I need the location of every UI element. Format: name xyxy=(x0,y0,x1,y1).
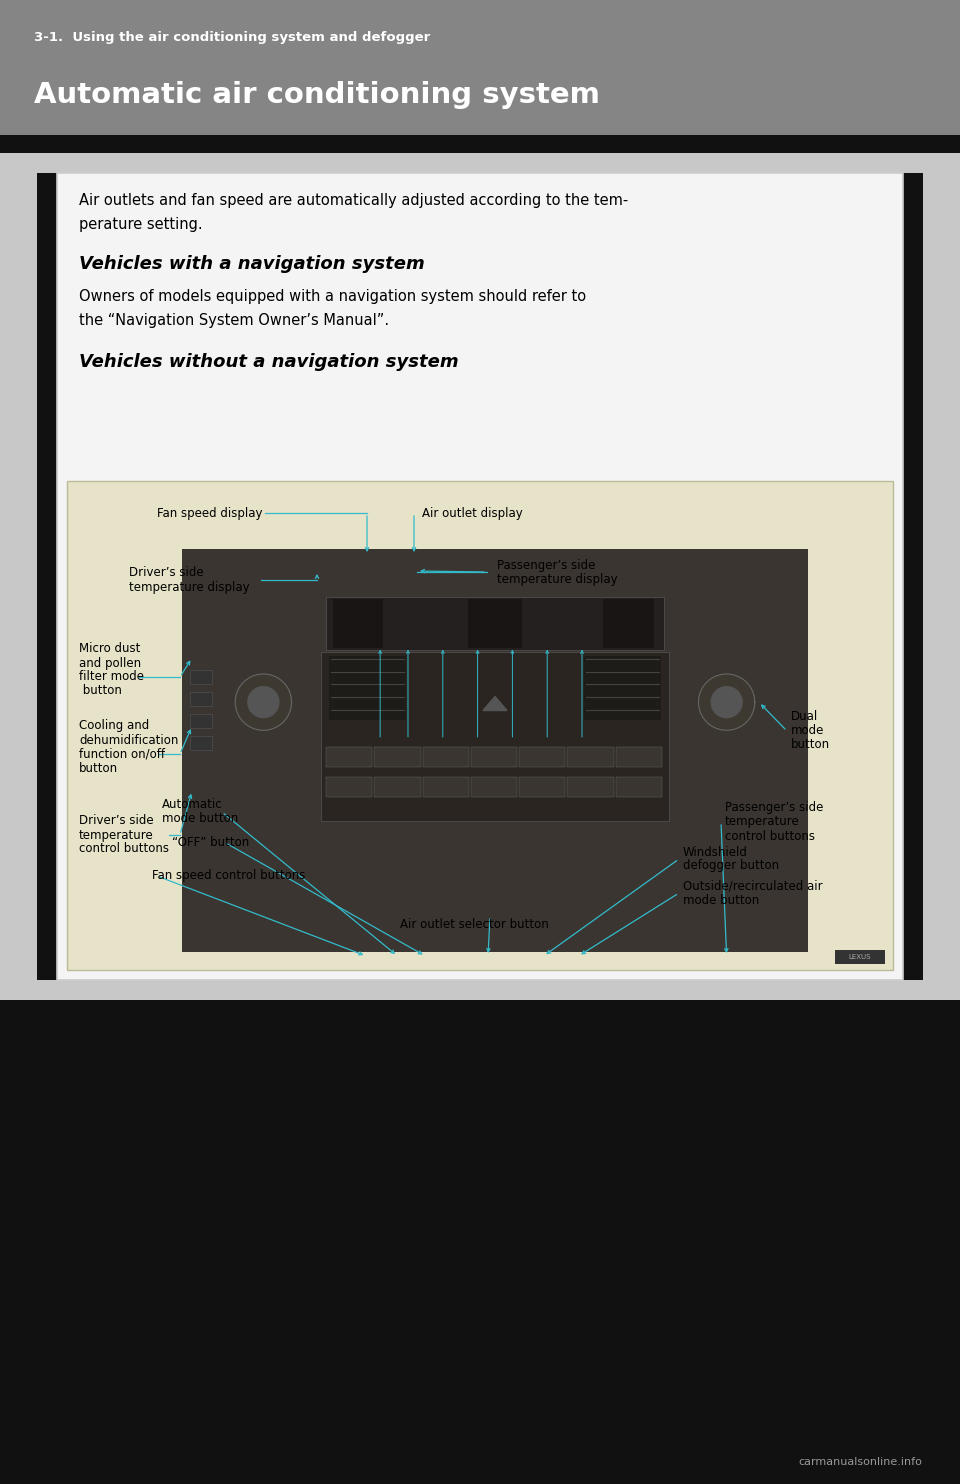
Bar xyxy=(333,600,383,647)
Text: Fan speed control buttons: Fan speed control buttons xyxy=(152,870,305,883)
Bar xyxy=(0,0,960,135)
Text: Owners of models equipped with a navigation system should refer to: Owners of models equipped with a navigat… xyxy=(79,289,587,304)
Bar xyxy=(190,714,212,727)
Bar xyxy=(182,549,808,953)
Text: mode button: mode button xyxy=(683,893,759,907)
Text: Passenger’s side: Passenger’s side xyxy=(725,801,824,815)
Bar xyxy=(835,950,885,965)
Text: button: button xyxy=(79,761,118,775)
Text: control buttons: control buttons xyxy=(79,843,169,855)
Text: the “Navigation System Owner’s Manual”.: the “Navigation System Owner’s Manual”. xyxy=(79,313,389,328)
Bar xyxy=(519,746,565,767)
Bar xyxy=(326,746,372,767)
Text: defogger button: defogger button xyxy=(683,859,780,873)
Polygon shape xyxy=(483,696,507,711)
Bar xyxy=(0,153,37,1000)
Text: temperature display: temperature display xyxy=(497,573,617,586)
Text: temperature: temperature xyxy=(79,828,154,841)
Bar xyxy=(923,153,960,1000)
Bar xyxy=(37,153,923,174)
Text: Air outlets and fan speed are automatically adjusted according to the tem-: Air outlets and fan speed are automatica… xyxy=(79,193,628,208)
Bar xyxy=(326,598,664,650)
Text: 3-1.  Using the air conditioning system and defogger: 3-1. Using the air conditioning system a… xyxy=(34,31,430,45)
Polygon shape xyxy=(235,674,292,730)
Bar xyxy=(326,778,372,797)
Text: perature setting.: perature setting. xyxy=(79,217,203,232)
Bar xyxy=(374,746,420,767)
Text: mode: mode xyxy=(791,724,825,738)
Polygon shape xyxy=(699,674,755,730)
Text: carmanualsonline.info: carmanualsonline.info xyxy=(798,1457,922,1468)
Text: Vehicles without a navigation system: Vehicles without a navigation system xyxy=(79,353,459,371)
Bar xyxy=(470,778,517,797)
Bar xyxy=(567,746,613,767)
Bar xyxy=(470,746,517,767)
Bar xyxy=(374,778,420,797)
Text: Windshield: Windshield xyxy=(683,846,748,859)
Text: Driver’s side: Driver’s side xyxy=(79,815,154,828)
Text: “OFF” button: “OFF” button xyxy=(172,835,250,849)
Polygon shape xyxy=(711,687,742,718)
Text: Fan speed display: Fan speed display xyxy=(157,506,262,519)
Polygon shape xyxy=(248,687,279,718)
Bar xyxy=(190,669,212,684)
Bar xyxy=(329,656,405,720)
Bar xyxy=(468,600,522,647)
Text: Driver’s side: Driver’s side xyxy=(129,567,204,579)
Text: control buttons: control buttons xyxy=(725,830,815,843)
Text: Cooling and: Cooling and xyxy=(79,720,149,733)
Text: LEXUS: LEXUS xyxy=(849,954,872,960)
Bar xyxy=(190,692,212,706)
Text: temperature display: temperature display xyxy=(129,582,250,595)
Bar xyxy=(603,600,654,647)
Text: Micro dust: Micro dust xyxy=(79,643,140,656)
Text: temperature: temperature xyxy=(725,816,800,828)
Bar xyxy=(0,135,960,153)
Text: Air outlet selector button: Air outlet selector button xyxy=(400,917,549,930)
Text: and pollen: and pollen xyxy=(79,656,141,669)
Bar xyxy=(67,481,893,971)
Text: button: button xyxy=(79,684,122,697)
Bar xyxy=(422,778,468,797)
Text: Dual: Dual xyxy=(791,711,818,724)
Bar xyxy=(615,778,662,797)
Bar xyxy=(190,736,212,749)
Bar xyxy=(585,656,661,720)
Bar xyxy=(519,778,565,797)
Text: button: button xyxy=(791,739,830,751)
Text: Automatic: Automatic xyxy=(162,798,223,812)
Text: function on/off: function on/off xyxy=(79,748,165,760)
Text: Air outlet display: Air outlet display xyxy=(422,506,523,519)
Text: Automatic air conditioning system: Automatic air conditioning system xyxy=(34,82,600,108)
Bar xyxy=(422,746,468,767)
Bar xyxy=(37,979,923,1000)
Text: Vehicles with a navigation system: Vehicles with a navigation system xyxy=(79,255,424,273)
Text: dehumidification: dehumidification xyxy=(79,733,179,746)
Text: Outside/recirculated air: Outside/recirculated air xyxy=(683,880,823,892)
Text: filter mode: filter mode xyxy=(79,671,144,684)
Bar xyxy=(567,778,613,797)
Text: Passenger’s side: Passenger’s side xyxy=(497,558,595,571)
Bar xyxy=(615,746,662,767)
Bar xyxy=(321,651,669,821)
Text: mode button: mode button xyxy=(162,813,238,825)
Bar xyxy=(57,174,903,979)
